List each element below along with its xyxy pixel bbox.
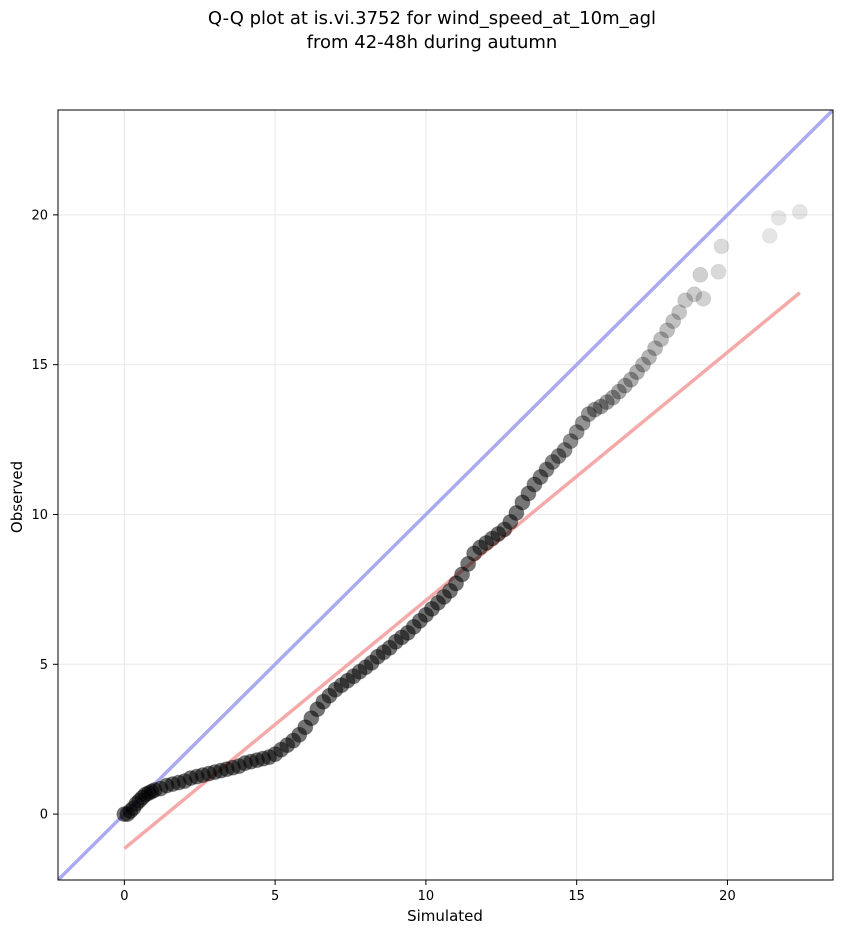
identity-line-layer — [58, 110, 833, 880]
data-point — [677, 292, 694, 309]
axis-ticks: 0 5 10 15 20 0 5 10 15 20 — [31, 208, 735, 904]
data-point — [610, 383, 627, 400]
data-point — [713, 238, 730, 255]
data-point — [659, 322, 676, 339]
data-point — [692, 266, 709, 283]
data-point — [686, 286, 703, 303]
data-point — [598, 394, 615, 411]
data-point — [568, 424, 585, 441]
plot-frame — [57, 109, 834, 881]
data-point — [695, 290, 712, 307]
x-tick-label: 20 — [719, 889, 736, 904]
data-point — [604, 389, 621, 406]
data-point — [592, 398, 609, 415]
y-tick-label: 0 — [40, 808, 48, 823]
data-point — [532, 469, 549, 486]
data-point — [586, 401, 603, 418]
data-point — [622, 371, 639, 388]
data-point — [665, 313, 682, 330]
data-point — [550, 448, 567, 465]
data-point — [641, 349, 658, 366]
data-point — [770, 209, 787, 226]
data-point — [791, 203, 808, 220]
x-axis-label: Simulated — [407, 907, 483, 925]
data-point — [556, 442, 573, 459]
chart-title-line-2: from 42-48h during autumn — [307, 32, 558, 53]
data-point — [574, 415, 591, 432]
x-tick-label: 15 — [568, 889, 585, 904]
y-tick-label: 10 — [31, 508, 48, 523]
data-point — [761, 227, 778, 244]
y-axis-label: Observed — [8, 461, 26, 533]
plot-border — [57, 109, 834, 881]
y-tick-label: 20 — [31, 208, 48, 223]
chart-title-line-1: Q-Q plot at is.vi.3752 for wind_speed_at… — [208, 8, 656, 29]
data-points — [116, 203, 808, 823]
data-point — [710, 263, 727, 280]
grid — [58, 110, 833, 880]
y-tick-label: 5 — [40, 658, 48, 673]
data-point — [538, 461, 555, 478]
data-point — [544, 454, 561, 471]
data-point — [628, 364, 645, 381]
data-point — [653, 331, 670, 348]
data-point — [647, 340, 664, 357]
data-point — [616, 377, 633, 394]
y-tick-label: 15 — [31, 358, 48, 373]
identity-line — [58, 110, 833, 880]
x-tick-label: 10 — [418, 889, 435, 904]
data-point — [580, 406, 597, 423]
data-point — [562, 433, 579, 450]
x-tick-label: 0 — [120, 889, 128, 904]
data-point — [671, 304, 688, 321]
data-point — [635, 356, 652, 373]
x-tick-label: 5 — [271, 889, 279, 904]
